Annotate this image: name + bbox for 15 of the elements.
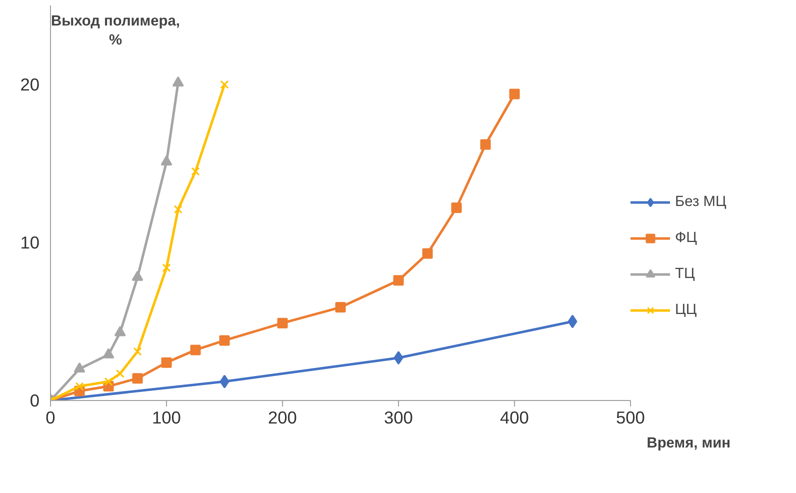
x-tick-label: 0	[46, 408, 56, 428]
x-tick-label: 100	[152, 408, 181, 428]
legend-label: ТЦ	[675, 266, 695, 282]
legend-label: ФЦ	[675, 230, 697, 246]
x-axis-title: Время, мин	[646, 436, 731, 452]
x-tick-label: 200	[268, 408, 297, 428]
x-tick-label: 400	[500, 408, 529, 428]
legend-label: Без МЦ	[675, 194, 726, 210]
y-tick-label: 10	[20, 232, 40, 252]
legend-label: ЦЦ	[675, 302, 697, 318]
x-tick-label: 300	[384, 408, 413, 428]
y-tick-label: 20	[20, 74, 40, 94]
x-tick-label: 500	[616, 408, 645, 428]
y-axis-title: Выход полимера, %	[51, 14, 180, 49]
y-tick-label: 0	[30, 390, 40, 410]
